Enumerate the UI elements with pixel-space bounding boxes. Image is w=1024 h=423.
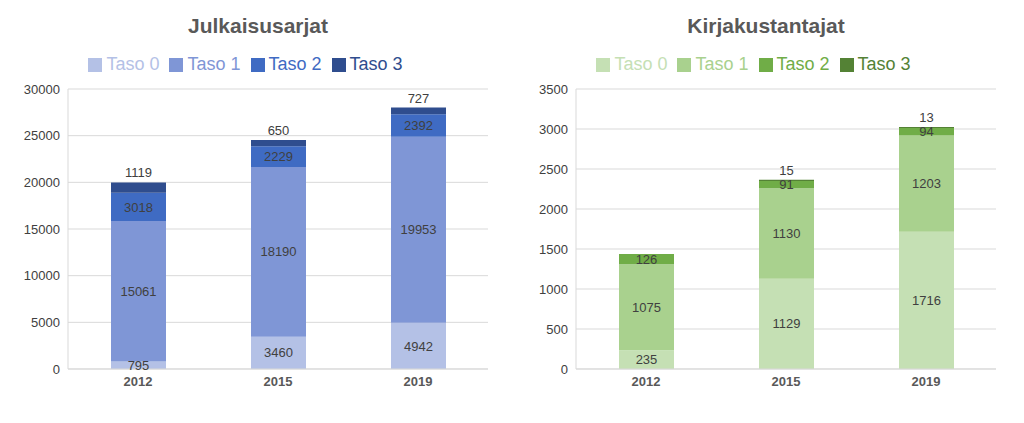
svg-text:2500: 2500	[539, 162, 568, 177]
svg-text:2012: 2012	[124, 374, 153, 389]
svg-text:18190: 18190	[260, 244, 296, 259]
svg-text:2392: 2392	[404, 118, 433, 133]
svg-text:2015: 2015	[264, 374, 293, 389]
html-text:Taso 0: Taso 0	[614, 54, 668, 74]
html-text:Taso 2: Taso 2	[776, 54, 830, 74]
svg-text:0: 0	[53, 362, 60, 377]
svg-text:0: 0	[561, 362, 568, 377]
svg-text:30000: 30000	[24, 82, 60, 97]
svg-text:15000: 15000	[24, 222, 60, 237]
svg-text:795: 795	[128, 358, 150, 373]
svg-text:2019: 2019	[912, 374, 941, 389]
svg-text:2229: 2229	[264, 149, 293, 164]
svg-text:10000: 10000	[24, 268, 60, 283]
svg-text:500: 500	[546, 322, 568, 337]
html-text:Taso 3: Taso 3	[857, 54, 911, 74]
html-text:Taso 3: Taso 3	[349, 54, 403, 74]
svg-text:1129: 1129	[773, 316, 801, 331]
svg-text:1203: 1203	[912, 176, 941, 191]
svg-text:650: 650	[268, 123, 290, 138]
html-text:Taso 1: Taso 1	[695, 54, 749, 74]
svg-text:1716: 1716	[912, 293, 941, 308]
svg-text:1130: 1130	[773, 226, 801, 241]
svg-text:3460: 3460	[264, 345, 293, 360]
svg-text:2000: 2000	[539, 202, 568, 217]
svg-text:727: 727	[408, 91, 430, 106]
svg-text:2015: 2015	[772, 374, 801, 389]
svg-text:126: 126	[636, 252, 658, 267]
svg-text:3000: 3000	[539, 122, 568, 137]
svg-text:19953: 19953	[400, 222, 436, 237]
html-text:Taso 2: Taso 2	[268, 54, 322, 74]
html-text:Kirjakustantajat: Kirjakustantajat	[687, 14, 845, 37]
svg-text:5000: 5000	[31, 315, 60, 330]
html-text:Taso 0: Taso 0	[106, 54, 160, 74]
html-text:Julkaisusarjat: Julkaisusarjat	[188, 14, 328, 37]
svg-text:2019: 2019	[404, 374, 433, 389]
svg-text:2012: 2012	[632, 374, 661, 389]
svg-text:15: 15	[779, 163, 793, 178]
svg-text:235: 235	[636, 352, 658, 367]
svg-text:1500: 1500	[539, 242, 568, 257]
svg-text:94: 94	[919, 124, 933, 139]
svg-text:1119: 1119	[125, 165, 152, 180]
svg-text:91: 91	[779, 177, 793, 192]
svg-text:3018: 3018	[124, 200, 153, 215]
svg-text:4942: 4942	[404, 339, 433, 354]
svg-text:1000: 1000	[539, 282, 568, 297]
html-text:Taso 1: Taso 1	[187, 54, 241, 74]
svg-text:3500: 3500	[539, 82, 568, 97]
svg-text:1075: 1075	[632, 300, 661, 315]
svg-text:25000: 25000	[24, 128, 60, 143]
svg-text:15061: 15061	[120, 284, 156, 299]
svg-text:13: 13	[919, 110, 933, 125]
svg-text:20000: 20000	[24, 175, 60, 190]
